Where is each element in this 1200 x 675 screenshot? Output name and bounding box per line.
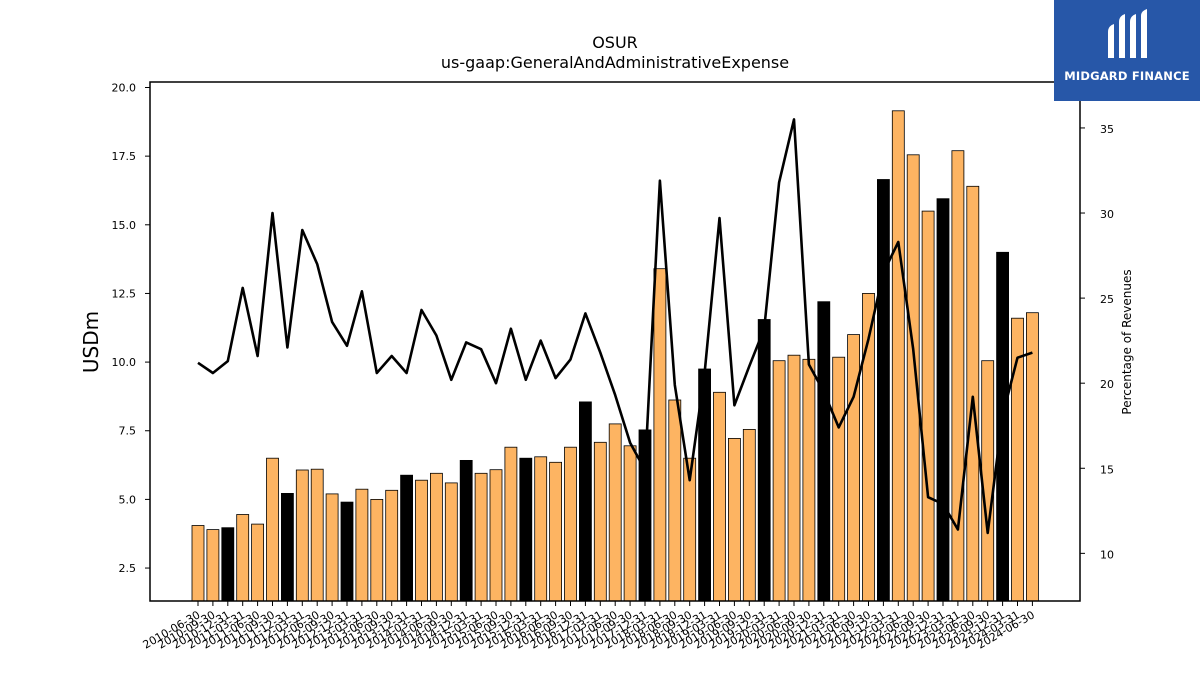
bar-2016-12-31 <box>579 401 592 602</box>
bar-2022-09-30 <box>921 210 935 602</box>
y-tick-label: 20.0 <box>112 81 137 94</box>
bar-2017-03-31 <box>593 441 607 602</box>
y2-axis-label: Percentage of Revenues <box>1120 269 1134 414</box>
bar-2019-03-31 <box>713 391 726 602</box>
bar-2014-06-30 <box>429 472 443 602</box>
chart-subtitle: us-gaap:GeneralAndAdministrativeExpense <box>441 53 789 72</box>
bar-2022-12-31 <box>936 198 950 602</box>
y2-tick-label: 30 <box>1100 208 1114 221</box>
right-axis: 10 15 20 25 30 35 <box>1080 123 1114 561</box>
bar-2015-09-30 <box>504 446 518 602</box>
x-axis: 2010-06-302010-09-302010-12-312011-03-31… <box>141 601 1037 652</box>
chart-title: OSUR <box>592 33 638 52</box>
bar-2021-12-31 <box>877 179 890 602</box>
y2-tick-label: 25 <box>1100 293 1114 306</box>
logo-text: MIDGARD FINANCE <box>1064 69 1190 83</box>
bar-2014-12-31 <box>459 459 473 602</box>
bar-2019-06-30 <box>728 437 741 602</box>
bar-2017-06-30 <box>608 423 622 602</box>
bar-2011-12-31 <box>280 492 294 602</box>
bar-2018-03-31 <box>653 268 667 602</box>
bar-2020-12-31 <box>817 301 831 602</box>
y-tick-label: 2.5 <box>119 562 137 575</box>
bar-2010-12-31 <box>221 527 235 602</box>
bar-2017-09-30 <box>623 445 637 602</box>
bar-2021-03-31 <box>832 356 846 602</box>
bar-2014-09-30 <box>444 482 458 602</box>
bar-2019-12-31 <box>757 319 771 602</box>
bar-2012-12-31 <box>340 501 354 602</box>
bar-2012-09-30 <box>325 493 339 602</box>
bar-2016-03-31 <box>534 456 548 602</box>
y2-tick-label: 15 <box>1100 463 1114 476</box>
bar-2011-03-31 <box>236 514 250 602</box>
y2-tick-label: 35 <box>1100 123 1114 136</box>
y-axis-label: USDm <box>79 311 103 373</box>
y2-tick-label: 10 <box>1100 548 1114 561</box>
logo-mark-icon <box>1108 9 1147 58</box>
y-tick-label: 17.5 <box>112 150 137 163</box>
bar-2015-03-31 <box>474 472 488 602</box>
bar-2022-03-31 <box>891 110 905 602</box>
y-tick-label: 5.0 <box>119 493 137 506</box>
y-tick-label: 10.0 <box>112 356 137 369</box>
bar-2013-09-30 <box>385 489 399 602</box>
bar-2012-06-30 <box>310 468 324 602</box>
bar-2023-06-30 <box>966 185 980 602</box>
bar-2014-03-31 <box>415 479 428 602</box>
bar-2012-03-31 <box>295 469 309 602</box>
bar-2010-09-30 <box>206 529 220 602</box>
bar-2021-06-30 <box>847 334 860 602</box>
bar-2011-09-30 <box>266 457 279 602</box>
bar-2022-06-30 <box>906 154 920 602</box>
bar-2011-06-30 <box>251 523 265 602</box>
bar-2024-06-30 <box>1026 312 1039 602</box>
y-tick-label: 7.5 <box>119 425 137 438</box>
bar-2013-06-30 <box>370 498 384 602</box>
bar-2015-12-31 <box>519 457 533 602</box>
y-tick-label: 15.0 <box>112 219 137 232</box>
bar-2020-03-31 <box>772 360 786 602</box>
bar-2023-12-31 <box>996 251 1009 602</box>
bar-2020-09-30 <box>802 358 816 602</box>
y2-tick-label: 20 <box>1100 378 1114 391</box>
bar-2019-09-30 <box>742 428 756 602</box>
bar-2023-09-30 <box>981 360 995 602</box>
bar-2023-03-31 <box>951 150 965 602</box>
bar-2016-09-30 <box>564 446 577 602</box>
bar-2013-12-31 <box>400 474 414 602</box>
bar-2015-06-30 <box>489 469 503 602</box>
ratio-line <box>197 118 1033 535</box>
left-axis: 2.5 5.0 7.5 10.0 12.5 15.0 17.5 20.0 <box>112 81 150 575</box>
y-tick-label: 12.5 <box>112 287 137 300</box>
bar-2010-06-30 <box>191 525 205 602</box>
bar-series <box>191 110 1039 602</box>
bar-2013-03-31 <box>355 488 369 602</box>
logo: MIDGARD FINANCE <box>1054 0 1200 101</box>
bar-2020-06-30 <box>787 354 801 602</box>
bar-2018-06-30 <box>668 399 682 602</box>
bar-2016-06-30 <box>549 461 562 602</box>
